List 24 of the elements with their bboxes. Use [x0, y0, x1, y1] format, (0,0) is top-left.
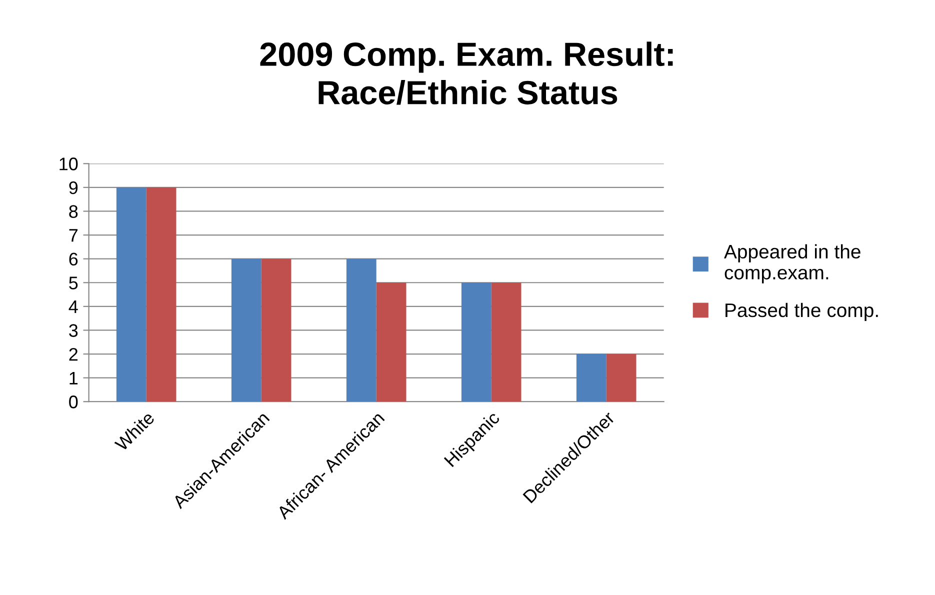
- y-tick-label: 6: [69, 252, 78, 266]
- y-tick-label: 4: [68, 300, 78, 313]
- chart-title: 2009 Comp. Exam. Result: Race/Ethnic Status: [260, 42, 673, 105]
- bar: [261, 258, 292, 402]
- y-tick-label: 5: [69, 276, 78, 290]
- legend-label: Passed the comp.: [726, 302, 878, 321]
- bar: [606, 354, 636, 402]
- legend-label: Appeared in the comp.exam.: [724, 244, 860, 284]
- bar: [576, 354, 606, 402]
- y-tick-label: 8: [69, 205, 78, 218]
- bar: [346, 258, 376, 402]
- bar: [231, 258, 262, 402]
- y-tick-label: 3: [69, 324, 78, 337]
- bar: [376, 282, 406, 402]
- bar: [491, 282, 522, 402]
- y-tick-label: 9: [69, 181, 78, 194]
- y-tick-label: 0: [69, 396, 78, 408]
- bar: [461, 282, 492, 402]
- bar: [146, 187, 176, 402]
- bar: [116, 187, 146, 402]
- y-tick-label: 10: [60, 158, 78, 170]
- y-tick-label: 1: [70, 372, 78, 384]
- y-tick-label: 7: [69, 229, 78, 242]
- y-tick-label: 2: [69, 348, 78, 361]
